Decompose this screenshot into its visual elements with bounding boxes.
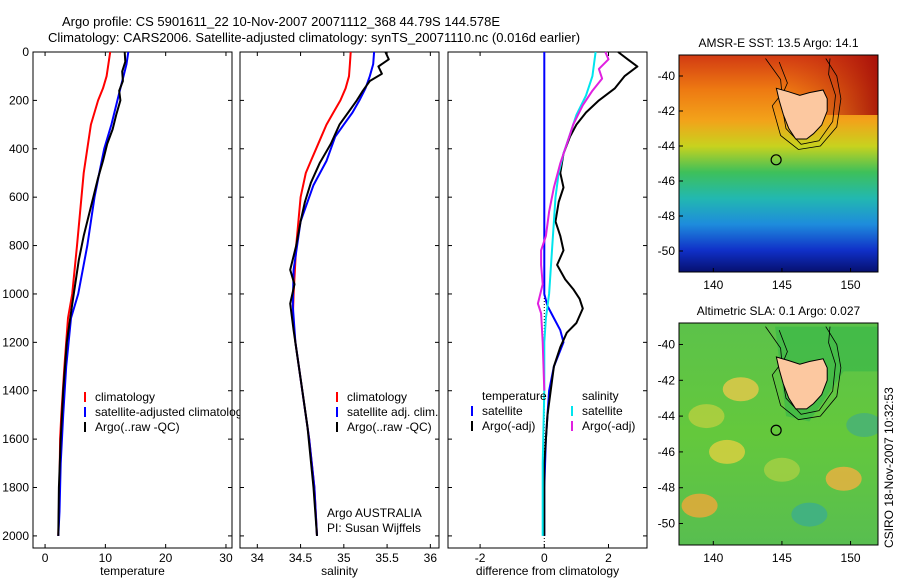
series-line-black [289,51,390,536]
plot-frame [32,51,233,549]
anomaly-blob [722,377,759,402]
x-tick-label: 34.5 [289,551,313,565]
y-tick-label: 800 [9,239,29,253]
annotation-line: PI: Susan Wijffels [327,521,421,535]
y-tick-label: -46 [658,445,676,459]
anomaly-blob [825,466,862,491]
legend-entry: Argo(..raw -QC) [95,420,180,434]
argo-float-marker [770,424,782,436]
anomaly-blob [763,457,800,482]
tasmania-landmass [775,356,828,410]
legend-entry: Argo(-adj) [482,419,535,433]
anomaly-blob [846,413,878,438]
x-tick-label: 36 [424,551,438,565]
y-tick-label: 1800 [2,481,29,495]
legend-entry: satellite adj. clim. [347,405,438,419]
y-tick-label: -46 [658,174,676,188]
map-title: AMSR-E SST: 13.5 Argo: 14.1 [698,36,858,50]
x-tick-label: 10 [99,551,113,565]
credit-stamp: CSIRO 18-Nov-2007 10:32:53 [882,387,896,548]
figure-title-line1: Argo profile: CS 5901611_22 10-Nov-2007 … [62,14,500,29]
anomaly-blob [791,502,828,527]
series-line-cyan [541,51,597,536]
x-tick-label: 35.5 [375,551,399,565]
y-tick-label: 1600 [2,432,29,446]
series-line-black [57,51,127,536]
x-tick-label: 140 [703,278,723,292]
legend-entry: satellite-adjusted climatology [95,405,248,419]
map-field [679,323,878,545]
y-tick-label: 1200 [2,335,29,349]
map-frame [678,54,879,273]
x-tick-label: 20 [159,551,173,565]
sla-map: Altimetric SLA: 0.1 Argo: 0.027 140 145 150… [658,304,879,565]
y-tick-label: -48 [658,481,676,495]
y-tick-label: -50 [658,517,676,531]
x-tick-label: 145 [772,551,792,565]
series-line-black [543,51,639,536]
x-axis-label: salinity [321,564,358,578]
depth-contour [765,58,842,150]
panel-salinity: 34 34.5 35 35.5 36 salinity climatologysatelli… [239,51,440,578]
x-axis-label: temperature [100,564,165,578]
x-tick-label: 140 [703,551,723,565]
x-axis-label: difference from climatology [476,564,619,578]
y-tick-label: -42 [658,104,676,118]
x-tick-label: 145 [772,278,792,292]
legend-entry: Argo(..raw -QC) [347,420,432,434]
y-tick-label: 2000 [2,529,29,543]
argo-float-marker [770,154,782,166]
x-tick-label: 150 [841,278,861,292]
panel-temperature: 0 10 20 30 0 200 400 600 800 1000 1200 1400 1600 1800… [2,45,248,578]
anomaly-blob [681,493,718,518]
annotation-line: Argo AUSTRALIA [327,506,422,520]
legend-header-salinity: salinity [582,389,619,403]
legend-entry: climatology [95,390,155,404]
x-tick-label: -2 [475,551,486,565]
y-tick-label: 1000 [2,287,29,301]
map-field [679,55,878,272]
depth-contour [765,326,842,421]
figure-title-line2: Climatology: CARS2006. Satellite-adjuste… [48,30,580,45]
legend-entry: satellite [582,404,623,418]
tasmania-landmass [775,87,828,140]
series-line-blue [543,52,565,536]
sst-map: AMSR-E SST: 13.5 Argo: 14.1 140 145 150 -40 -… [658,36,879,292]
legend-entry: climatology [347,390,407,404]
x-tick-label: 150 [841,551,861,565]
y-tick-label: 200 [9,93,29,107]
y-tick-label: -44 [658,139,676,153]
y-tick-label: 1400 [2,384,29,398]
legend-entry: Argo(-adj) [582,419,635,433]
y-tick-label: 400 [9,142,29,156]
x-tick-label: 0 [42,551,49,565]
x-tick-label: 0 [541,551,548,565]
y-tick-label: -42 [658,373,676,387]
y-tick-label: 600 [9,190,29,204]
plot-frame [239,51,440,549]
legend-entry: satellite [482,404,523,418]
x-tick-label: 34 [251,551,265,565]
y-tick-label: -40 [658,69,676,83]
anomaly-blob [709,439,746,464]
y-tick-label: -40 [658,337,676,351]
x-tick-label: 2 [605,551,612,565]
warm-region [679,55,878,115]
x-tick-label: 35 [337,551,351,565]
map-title: Altimetric SLA: 0.1 Argo: 0.027 [697,304,861,318]
y-tick-label: 0 [22,45,29,59]
y-tick-label: -44 [658,409,676,423]
y-tick-label: -48 [658,209,676,223]
map-frame [678,322,879,546]
anomaly-blob [688,404,725,429]
series-line-magenta [536,51,610,391]
legend-header-temperature: temperature [482,389,547,403]
x-tick-label: 30 [219,551,233,565]
y-tick-label: -50 [658,244,676,258]
